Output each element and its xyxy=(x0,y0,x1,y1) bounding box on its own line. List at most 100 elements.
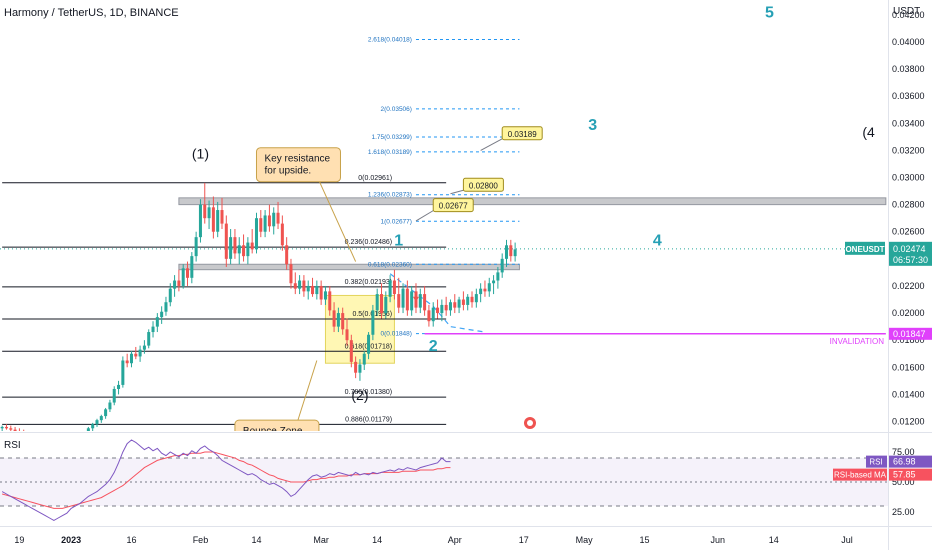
candle-body[interactable] xyxy=(0,426,4,429)
candle-body[interactable] xyxy=(147,332,151,346)
price-badge[interactable] xyxy=(432,198,474,213)
candle-body[interactable] xyxy=(384,296,388,314)
candle-body[interactable] xyxy=(323,291,327,300)
candle-body[interactable] xyxy=(375,294,379,311)
candle-body[interactable] xyxy=(250,242,254,250)
candle-body[interactable] xyxy=(388,280,392,297)
candle-body[interactable] xyxy=(246,242,250,257)
candle-body[interactable] xyxy=(306,285,310,292)
candle-body[interactable] xyxy=(121,360,125,385)
candle-body[interactable] xyxy=(112,388,116,403)
candle-body[interactable] xyxy=(332,310,336,327)
invalidation-price-tag[interactable] xyxy=(889,327,932,340)
candle-body[interactable] xyxy=(117,384,121,389)
candle-body[interactable] xyxy=(95,420,99,425)
candle-body[interactable] xyxy=(427,310,431,322)
price-badge[interactable] xyxy=(462,177,504,192)
callout-box-key-resistance[interactable] xyxy=(255,147,341,183)
resistance-band[interactable] xyxy=(178,197,887,206)
candle-body[interactable] xyxy=(379,294,384,314)
candle-body[interactable] xyxy=(164,302,168,312)
candle-body[interactable] xyxy=(259,218,263,232)
candle-body[interactable] xyxy=(9,428,13,430)
candle-body[interactable] xyxy=(177,280,181,286)
candle-body[interactable] xyxy=(168,288,172,303)
candle-body[interactable] xyxy=(453,302,457,308)
candle-body[interactable] xyxy=(220,210,224,224)
candle-body[interactable] xyxy=(194,237,198,257)
candle-body[interactable] xyxy=(293,283,297,289)
candle-body[interactable] xyxy=(229,237,233,259)
candle-body[interactable] xyxy=(285,245,289,265)
candle-body[interactable] xyxy=(311,285,315,295)
candle-body[interactable] xyxy=(479,288,483,295)
candle-body[interactable] xyxy=(401,288,405,308)
candle-body[interactable] xyxy=(108,402,112,410)
candle-body[interactable] xyxy=(345,329,349,341)
candle-body[interactable] xyxy=(392,280,396,295)
candle-body[interactable] xyxy=(298,280,302,289)
candle-body[interactable] xyxy=(466,296,470,305)
candle-body[interactable] xyxy=(496,272,500,281)
candle-body[interactable] xyxy=(233,237,237,254)
candle-body[interactable] xyxy=(4,426,8,429)
bounce-zone-box[interactable] xyxy=(324,294,395,364)
candle-body[interactable] xyxy=(151,326,155,333)
candle-body[interactable] xyxy=(134,353,138,357)
candle-body[interactable] xyxy=(487,283,491,292)
candle-body[interactable] xyxy=(440,304,444,314)
candle-body[interactable] xyxy=(302,280,306,292)
candle-body[interactable] xyxy=(358,364,362,373)
candle-body[interactable] xyxy=(423,294,427,311)
candle-body[interactable] xyxy=(483,288,487,292)
symbol-price-tag[interactable] xyxy=(845,241,885,255)
candle-body[interactable] xyxy=(276,212,280,224)
candle-body[interactable] xyxy=(99,416,103,421)
candle-body[interactable] xyxy=(349,340,353,362)
candle-body[interactable] xyxy=(319,285,323,300)
candle-body[interactable] xyxy=(492,280,496,284)
candle-body[interactable] xyxy=(104,409,108,417)
candle-body[interactable] xyxy=(181,268,185,286)
candle-body[interactable] xyxy=(203,204,207,219)
candle-body[interactable] xyxy=(457,299,461,308)
rsi-ma-value-tag[interactable] xyxy=(889,468,932,481)
candle-body[interactable] xyxy=(224,223,228,259)
candle-body[interactable] xyxy=(315,285,319,295)
candle-body[interactable] xyxy=(418,294,422,308)
candle-body[interactable] xyxy=(431,307,435,322)
candle-body[interactable] xyxy=(474,294,478,303)
candle-body[interactable] xyxy=(173,280,177,289)
candle-body[interactable] xyxy=(280,223,284,246)
candle-body[interactable] xyxy=(341,313,345,330)
candle-body[interactable] xyxy=(289,264,293,284)
candle-body[interactable] xyxy=(211,207,215,232)
candle-body[interactable] xyxy=(242,245,246,257)
current-price-tag[interactable] xyxy=(889,241,932,266)
candle-body[interactable] xyxy=(155,317,159,327)
candle-body[interactable] xyxy=(13,429,17,431)
candle-body[interactable] xyxy=(513,249,517,257)
rsi-pane[interactable]: 75.00 50.00 25.00 RSI 66.98 RSI-based MA 57.85 xyxy=(0,439,932,521)
candle-body[interactable] xyxy=(436,307,440,314)
candle-body[interactable] xyxy=(272,212,276,227)
candle-body[interactable] xyxy=(86,428,90,432)
candle-body[interactable] xyxy=(138,349,142,357)
candle-body[interactable] xyxy=(186,268,190,278)
candle-body[interactable] xyxy=(190,256,194,278)
price-badge[interactable] xyxy=(501,126,543,141)
candle-body[interactable] xyxy=(237,245,241,254)
callout-box-bounce-zone[interactable] xyxy=(234,419,320,442)
candle-body[interactable] xyxy=(367,334,371,354)
candle-body[interactable] xyxy=(216,210,220,232)
candle-body[interactable] xyxy=(354,361,358,373)
candle-body[interactable] xyxy=(125,360,129,364)
candle-body[interactable] xyxy=(263,215,267,232)
candle-body[interactable] xyxy=(362,353,366,365)
candle-body[interactable] xyxy=(448,302,452,311)
resistance-band[interactable] xyxy=(178,263,520,271)
candle-body[interactable] xyxy=(410,291,414,311)
candle-body[interactable] xyxy=(91,424,95,429)
candle-body[interactable] xyxy=(207,207,211,219)
